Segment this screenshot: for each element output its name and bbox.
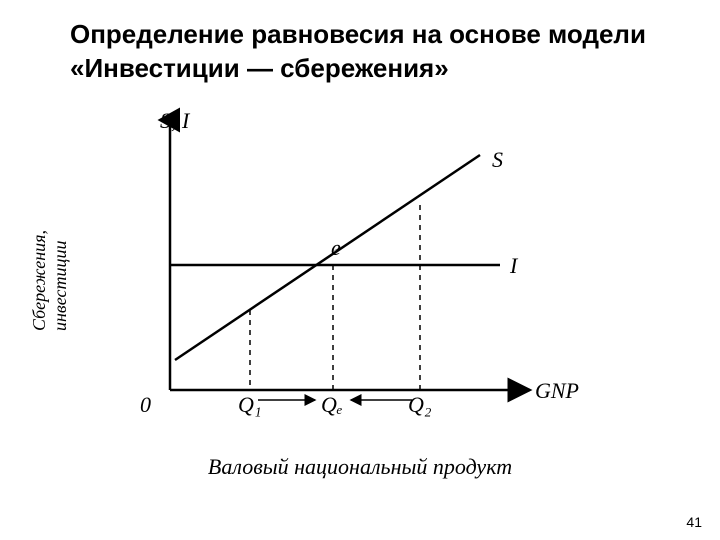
e-point-label: e [331, 235, 341, 261]
i-line-label: I [510, 253, 517, 279]
q1-label: Q₁ [238, 392, 262, 418]
y-axis-top-label: S, I [160, 108, 189, 134]
page-number: 41 [686, 514, 702, 530]
savings-line [175, 155, 480, 360]
page-title: Определение равновесия на основе модели … [70, 18, 650, 86]
x-axis-caption: Валовый национальный продукт [60, 454, 660, 480]
s-line-label: S [492, 147, 503, 173]
gnp-label: GNP [535, 378, 579, 404]
chart-container: S, I Сбережения,инвестиции 0 Q₁ Qₑ Q₂ GN… [60, 100, 660, 480]
qe-label: Qₑ [321, 392, 343, 418]
y-axis-caption: Сбережения,инвестиции [29, 230, 71, 331]
q2-label: Q₂ [408, 392, 432, 418]
origin-label: 0 [140, 392, 151, 418]
